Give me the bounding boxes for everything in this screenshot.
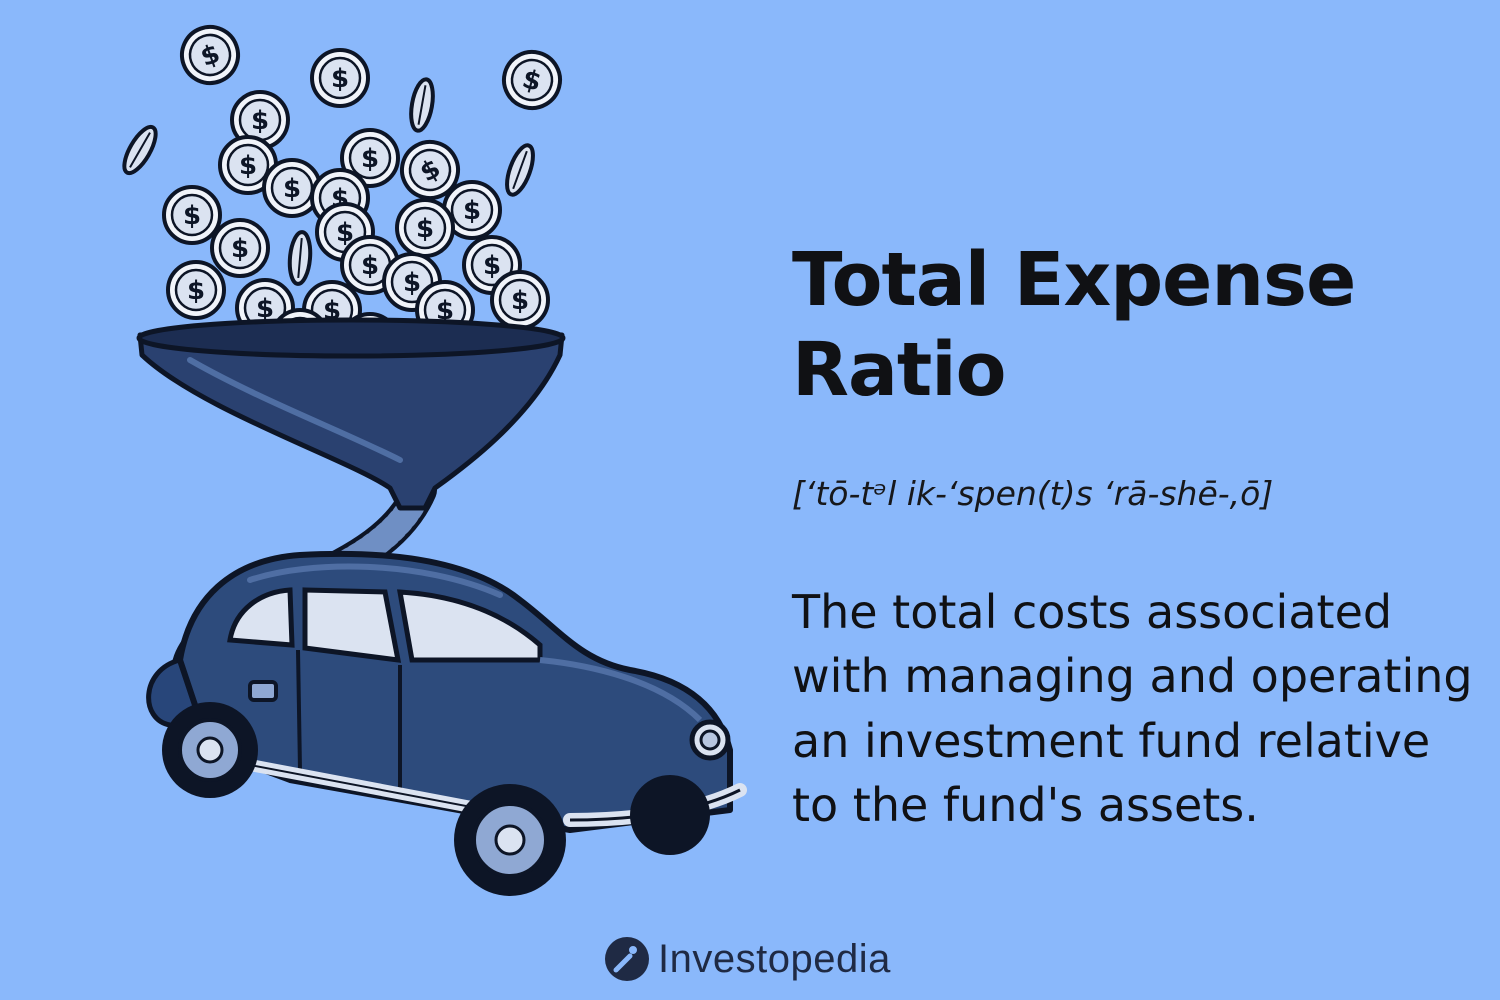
brand-name: Investopedia (658, 936, 891, 981)
illustration: $ (116, 20, 747, 896)
car-icon (146, 550, 747, 896)
investopedia-logo-icon (605, 937, 649, 981)
page-title: Total Expense Ratio (792, 237, 1356, 414)
pronunciation-text: [‘tō-tᵊl ik-‘spen(t)s ‘rā-shē-,ō] (792, 474, 1274, 513)
definition-text: The total costs associated with managing… (792, 585, 1473, 833)
funnel-icon (136, 317, 566, 511)
coin-icon (116, 20, 569, 372)
brand-logo[interactable]: Investopedia (604, 933, 891, 985)
